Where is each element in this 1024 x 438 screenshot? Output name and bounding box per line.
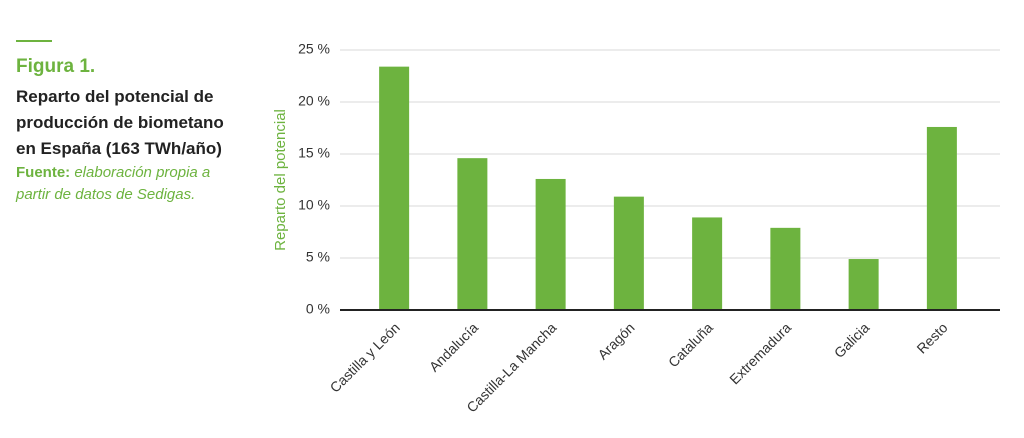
x-tick-label: Cataluña (665, 319, 716, 370)
bar (379, 66, 410, 310)
source: Fuente: elaboración propia a partir de d… (16, 162, 231, 206)
y-tick-label: 20 % (298, 93, 330, 109)
figure-label: Figura 1. (16, 56, 96, 77)
caption: Figura 1. Reparto del potencial de produ… (16, 40, 248, 206)
bar (770, 227, 801, 310)
x-tick-label: Extremadura (726, 319, 794, 387)
source-label: Fuente: (16, 164, 71, 181)
bar (535, 178, 566, 310)
bar (457, 158, 488, 310)
bar (613, 196, 644, 310)
y-tick-label: 25 % (298, 41, 330, 57)
y-tick-label: 15 % (298, 145, 330, 161)
x-tick-label: Aragón (594, 319, 637, 362)
chart-title: Reparto del potencial de producción de b… (16, 87, 224, 158)
accent-rule (16, 40, 52, 42)
bar (692, 217, 723, 310)
y-tick-label: 0 % (306, 301, 330, 317)
y-tick-label: 10 % (298, 197, 330, 213)
x-tick-label: Castilla y León (327, 319, 403, 395)
bar (848, 259, 879, 310)
bar (926, 126, 957, 311)
x-tick-label: Resto (913, 319, 950, 356)
x-tick-label: Galicia (831, 319, 873, 361)
x-tick-label: Andalucía (426, 319, 481, 374)
y-axis-label: Reparto del potencial (272, 109, 289, 251)
source-text: elaboración propia a partir de datos de … (16, 164, 211, 203)
y-tick-label: 5 % (306, 249, 330, 265)
